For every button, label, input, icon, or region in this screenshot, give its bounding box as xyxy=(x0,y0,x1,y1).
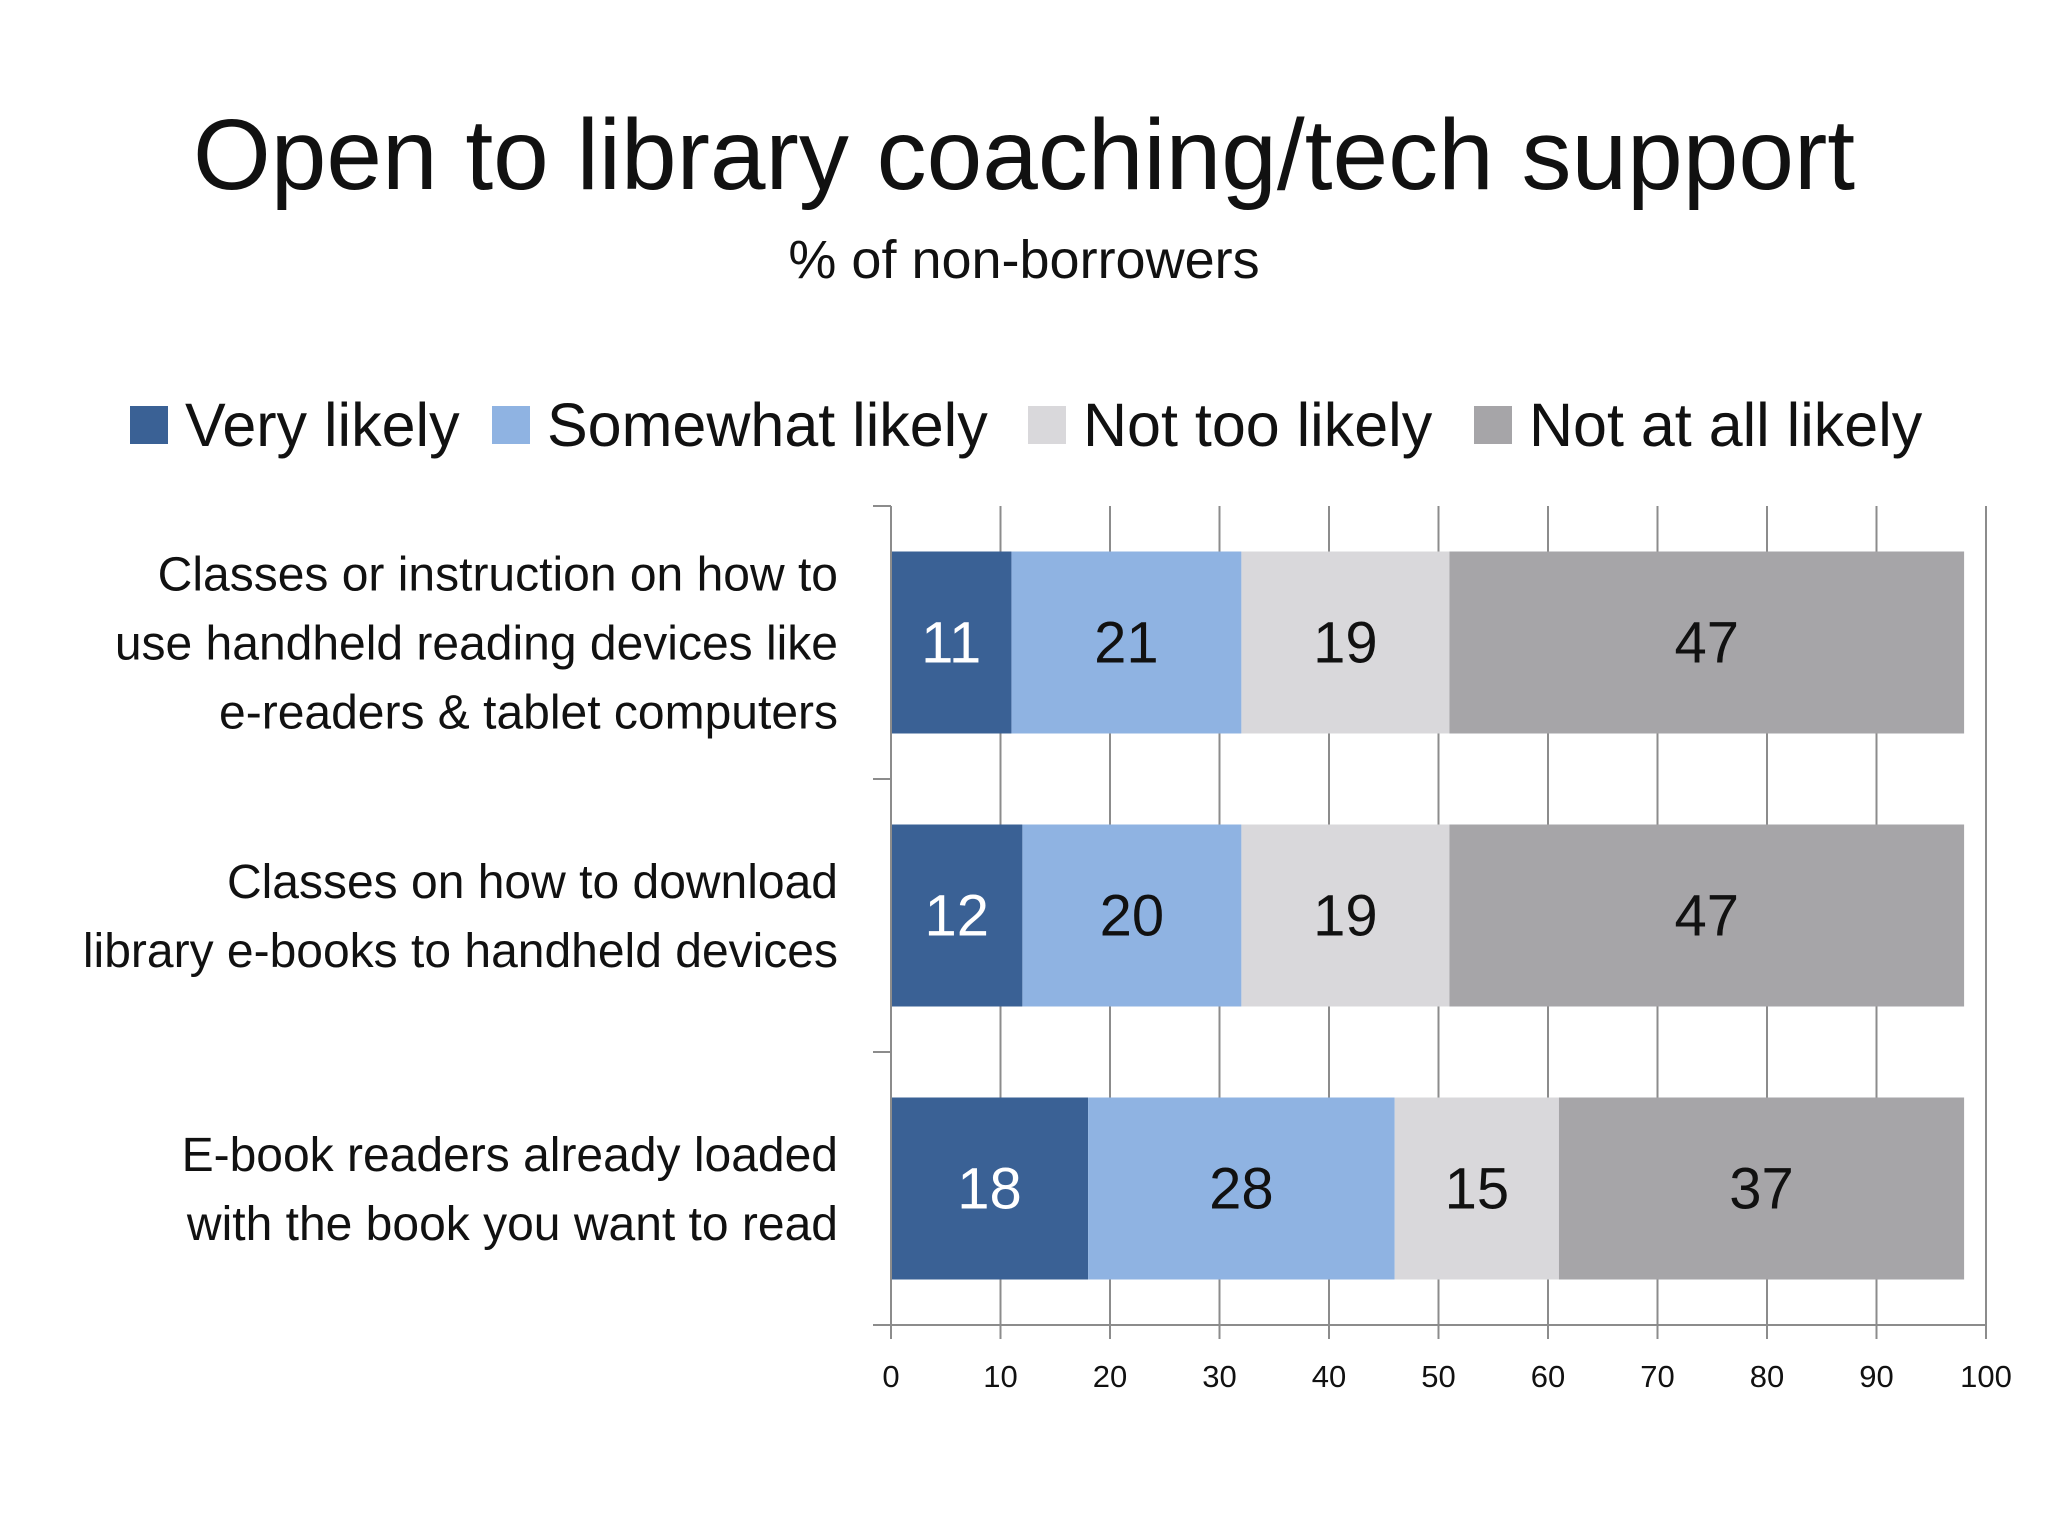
bar-cat0-series1 xyxy=(1011,551,1242,734)
x-tick-label-0: 0 xyxy=(882,1359,899,1394)
bar-cat1-series1 xyxy=(1022,824,1242,1007)
category-label-1-line-1: library e-books to handheld devices xyxy=(83,925,838,978)
x-tick-label-8: 80 xyxy=(1750,1359,1784,1394)
chart-axes xyxy=(873,505,1987,1339)
data-label-cat1-series0: 12 xyxy=(924,884,989,949)
legend-label-2: Not too likely xyxy=(1083,391,1433,459)
chart-category-labels: Classes or instruction on how to use hand… xyxy=(83,549,838,1252)
bar-cat2-series1 xyxy=(1088,1097,1395,1280)
bar-cat2-series2 xyxy=(1394,1097,1559,1280)
x-tick-label-1: 10 xyxy=(983,1359,1017,1394)
data-label-cat2-series3: 37 xyxy=(1729,1157,1794,1222)
data-label-cat0-series2: 19 xyxy=(1313,611,1378,676)
bar-cat1-series3 xyxy=(1449,824,1965,1007)
category-label-1: Classes on how to download library e-book… xyxy=(83,856,838,978)
x-tick-label-4: 40 xyxy=(1312,1359,1346,1394)
category-label-0-line-0: Classes or instruction on how to xyxy=(158,549,838,602)
bar-cat2-series0 xyxy=(891,1097,1089,1280)
x-tick-label-3: 30 xyxy=(1202,1359,1236,1394)
legend-label-0: Very likely xyxy=(185,391,460,459)
category-label-0: Classes or instruction on how to use hand… xyxy=(115,549,838,740)
category-label-0-line-1: use handheld reading devices like xyxy=(115,618,838,671)
x-tick-label-10: 100 xyxy=(1960,1359,2012,1394)
data-label-cat0-series3: 47 xyxy=(1675,611,1740,676)
chart-subtitle: % of non-borrowers xyxy=(788,230,1260,290)
data-label-cat2-series0: 18 xyxy=(957,1157,1022,1222)
bar-cat1-series2 xyxy=(1241,824,1450,1007)
x-tick-label-5: 50 xyxy=(1421,1359,1455,1394)
legend-label-3: Not at all likely xyxy=(1529,391,1923,459)
legend-swatch-3 xyxy=(1474,406,1512,444)
data-label-cat2-series1: 28 xyxy=(1209,1157,1274,1222)
data-label-cat1-series1: 20 xyxy=(1100,884,1165,949)
data-label-cat0-series0: 11 xyxy=(921,611,981,676)
x-tick-label-6: 60 xyxy=(1531,1359,1565,1394)
x-tick-label-7: 70 xyxy=(1640,1359,1674,1394)
category-label-2-line-0: E-book readers already loaded xyxy=(182,1129,838,1182)
bar-cat0-series3 xyxy=(1449,551,1965,734)
data-label-cat1-series3: 47 xyxy=(1675,884,1740,949)
x-tick-label-2: 20 xyxy=(1093,1359,1127,1394)
data-label-cat0-series1: 21 xyxy=(1094,611,1159,676)
chart-tick-labels: 0 10 20 30 40 50 60 70 80 90 100 xyxy=(882,1359,2011,1394)
data-label-cat1-series2: 19 xyxy=(1313,884,1378,949)
category-label-0-line-2: e-readers & tablet computers xyxy=(219,687,838,740)
data-label-cat2-series2: 15 xyxy=(1445,1157,1510,1222)
legend-swatch-0 xyxy=(130,406,168,444)
category-label-1-line-0: Classes on how to download xyxy=(227,856,838,909)
bar-cat1-series0 xyxy=(891,824,1023,1007)
chart-legend: Very likely Somewhat likely Not too likely… xyxy=(130,391,1923,459)
category-label-2-line-1: with the book you want to read xyxy=(186,1198,838,1251)
bar-cat0-series0 xyxy=(891,551,1012,734)
legend-swatch-2 xyxy=(1028,406,1066,444)
chart-title: Open to library coaching/tech support xyxy=(192,99,1856,211)
legend-label-1: Somewhat likely xyxy=(547,391,988,459)
legend-swatch-1 xyxy=(492,406,530,444)
bar-cat2-series3 xyxy=(1558,1097,1965,1280)
chart-bars: 11 21 19 47 12 20 19 47 18 28 15 37 xyxy=(891,551,1965,1280)
x-tick-label-9: 90 xyxy=(1859,1359,1893,1394)
category-label-2: E-book readers already loaded with the bo… xyxy=(182,1129,838,1251)
bar-cat0-series2 xyxy=(1241,551,1450,734)
